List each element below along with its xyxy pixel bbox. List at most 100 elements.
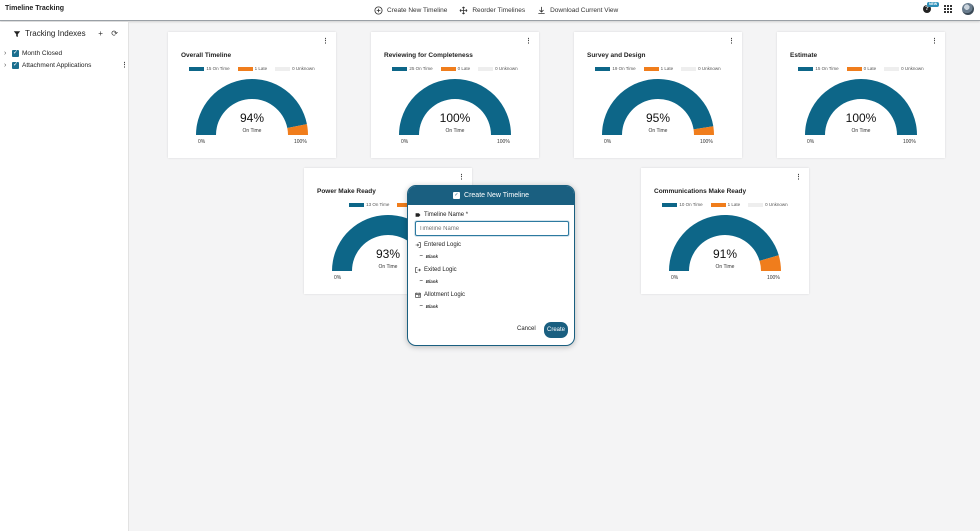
label-tag-icon <box>415 213 421 217</box>
gauge-max-label: 100% <box>497 139 510 145</box>
gauge-min-label: 0% <box>807 139 815 145</box>
checkbox-checked-icon[interactable]: ✓ <box>12 49 19 57</box>
legend-late: 0 Late <box>440 66 470 71</box>
legend-late: 0 Late <box>846 66 876 71</box>
more-vert-icon[interactable]: ⋮ <box>795 174 802 181</box>
exited-logic-text: Blank <box>425 278 439 284</box>
modal-header: ✓ Create New Timeline <box>408 186 574 205</box>
card-title: Estimate <box>790 52 818 59</box>
timeline-card: ⋮ Communications Make Ready 10 On Time 1… <box>641 168 809 294</box>
checkbox-checked-icon[interactable]: ✓ <box>12 61 19 69</box>
timeline-name-label-row: Timeline Name * <box>415 212 468 218</box>
exited-logic-value[interactable]: ∼ Blank <box>419 278 438 284</box>
legend-unknown: 0 Unknown <box>478 66 518 71</box>
legend-on-time: 10 On Time <box>662 202 703 207</box>
entered-logic-label-row: Entered Logic <box>415 242 461 248</box>
timeline-name-input[interactable] <box>415 221 569 236</box>
create-new-timeline-button[interactable]: Create New Timeline <box>374 3 447 17</box>
create-button[interactable]: Create <box>544 322 568 338</box>
entered-logic-label: Entered Logic <box>424 242 462 248</box>
exited-logic-label: Exited Logic <box>424 267 457 273</box>
help-button[interactable]: ? NEW <box>922 2 940 16</box>
more-vert-icon[interactable]: ⋮ <box>322 38 329 45</box>
help-icon: ? <box>923 5 931 13</box>
sidebar-item-label: Month Closed <box>22 49 63 57</box>
squiggle-icon: ∼ <box>419 253 423 258</box>
legend-on-time: 15 On Time <box>189 66 230 71</box>
top-bar: Timeline Tracking Create New Timeline Re… <box>0 0 980 21</box>
gauge-label: On Time <box>648 128 668 134</box>
sidebar-item-month-closed[interactable]: › ✓ Month Closed <box>4 48 62 58</box>
gauge-max-label: 100% <box>700 139 713 145</box>
logout-icon <box>415 267 421 273</box>
create-new-timeline-label: Create New Timeline <box>387 6 448 14</box>
legend-late: 1 Late <box>643 66 673 71</box>
top-right-controls: ? NEW <box>922 2 974 16</box>
card-title: Overall Timeline <box>181 52 232 59</box>
gauge-on-time-arc <box>805 79 917 135</box>
gauge-percent: 100% <box>845 111 877 125</box>
gauge-chart <box>669 215 781 271</box>
filter-icon <box>13 30 21 38</box>
legend-on-time: 19 On Time <box>595 66 636 71</box>
cancel-button[interactable]: Cancel <box>517 326 536 332</box>
refresh-button[interactable]: ⟳ <box>111 29 118 38</box>
gauge-chart <box>602 78 714 135</box>
timeline-card: ⋮ Reviewing for Completeness 25 On Time … <box>371 32 539 158</box>
sidebar-title: Tracking Indexes <box>25 29 86 38</box>
login-icon <box>415 242 421 248</box>
move-icon <box>459 6 468 14</box>
gauge-label: On Time <box>242 128 262 134</box>
exited-logic-label-row: Exited Logic <box>415 267 457 273</box>
download-icon <box>538 6 545 14</box>
card-title: Power Make Ready <box>317 188 376 195</box>
gauge-on-time-arc <box>602 78 714 135</box>
legend-on-time: 13 On Time <box>349 202 389 207</box>
allotment-logic-value[interactable]: ∼ Blank <box>419 303 438 309</box>
apps-grid-icon[interactable] <box>944 5 952 13</box>
gauge-on-time-arc <box>196 78 307 135</box>
timeline-name-label: Timeline Name * <box>424 212 469 218</box>
card-legend: 19 On Time 1 Late 0 Unknown <box>574 66 742 71</box>
gauge-label: On Time <box>715 264 735 270</box>
gauge-chart <box>399 79 511 135</box>
legend-unknown: 0 Unknown <box>748 202 788 207</box>
more-vert-icon[interactable]: ⋮ <box>525 38 532 45</box>
create-timeline-modal: ✓ Create New Timeline Timeline Name * En… <box>407 185 575 346</box>
gauge-label: On Time <box>851 128 871 134</box>
avatar[interactable] <box>962 3 974 15</box>
more-vert-icon[interactable]: ⋮ <box>458 174 465 181</box>
legend-unknown: 0 Unknown <box>681 66 721 71</box>
sidebar: Tracking Indexes + ⟳ › ✓ Month Closed › … <box>0 22 129 531</box>
download-current-view-button[interactable]: Download Current View <box>537 3 618 17</box>
card-legend: 15 On Time 0 Late 0 Unknown <box>777 66 945 71</box>
legend-on-time: 15 On Time <box>798 66 839 71</box>
gauge-chart <box>805 79 917 135</box>
squiggle-icon: ∼ <box>419 303 423 308</box>
timeline-card: ⋮ Survey and Design 19 On Time 1 Late 0 … <box>574 32 742 158</box>
sidebar-item-attachment-applications[interactable]: › ✓ Attachment Applications <box>4 60 91 70</box>
chevron-right-icon[interactable]: › <box>4 49 7 57</box>
edit-box-icon: ✓ <box>453 192 461 199</box>
gauge-label: On Time <box>378 264 398 270</box>
card-legend: 10 On Time 1 Late 0 Unknown <box>641 202 809 207</box>
gauge-percent: 100% <box>439 111 471 125</box>
squiggle-icon: ∼ <box>419 278 423 283</box>
allotment-logic-label-row: Allotment Logic <box>415 292 465 298</box>
gauge-max-label: 100% <box>294 139 307 145</box>
gauge-percent: 91% <box>712 247 738 261</box>
chevron-right-icon[interactable]: › <box>4 61 7 69</box>
more-vert-icon[interactable]: ⋮ <box>728 38 735 45</box>
gauge-min-label: 0% <box>334 275 342 281</box>
reorder-timelines-button[interactable]: Reorder Timelines <box>459 3 525 17</box>
more-vert-icon[interactable]: ⋮ <box>121 62 128 69</box>
gauge-late-arc <box>287 124 308 135</box>
gauge-late-arc <box>759 255 781 271</box>
more-vert-icon[interactable]: ⋮ <box>931 38 938 45</box>
gauge-on-time-arc <box>399 79 511 135</box>
entered-logic-value[interactable]: ∼ Blank <box>419 253 438 259</box>
new-badge: NEW <box>927 2 940 7</box>
download-current-view-label: Download Current View <box>550 6 619 14</box>
add-index-button[interactable]: + <box>98 29 103 38</box>
card-title: Survey and Design <box>587 52 646 59</box>
